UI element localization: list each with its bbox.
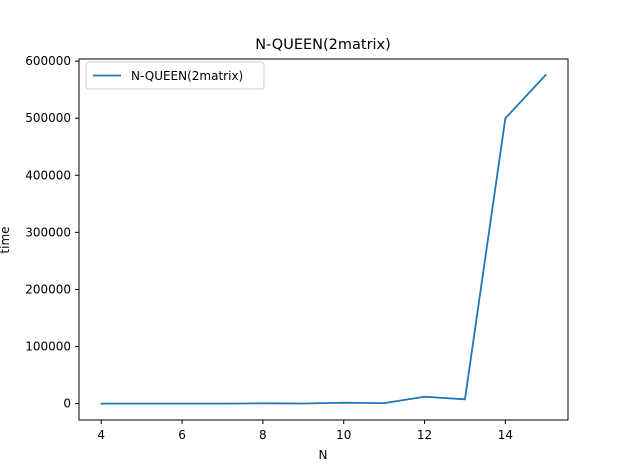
data-point bbox=[424, 396, 426, 398]
data-point bbox=[181, 403, 183, 405]
plot-area: 4 6 8 10 12 14 0 100000 200000 300000 400000 50000… bbox=[25, 54, 569, 442]
data-point bbox=[545, 74, 547, 76]
series-line bbox=[100, 73, 547, 405]
data-point bbox=[464, 398, 466, 400]
y-tick-label: 0 bbox=[63, 397, 71, 411]
data-point bbox=[262, 402, 264, 404]
data-point bbox=[383, 402, 385, 404]
y-tick-label: 400000 bbox=[25, 168, 71, 182]
x-axis-label: N bbox=[319, 448, 328, 462]
legend: N-QUEEN(2matrix) bbox=[85, 61, 265, 90]
y-tick-label: 200000 bbox=[25, 282, 71, 296]
legend-box bbox=[85, 61, 265, 90]
y-tick-label: 500000 bbox=[25, 111, 71, 125]
x-axis-ticks: 4 6 8 10 12 14 bbox=[97, 420, 513, 442]
y-axis-label: time bbox=[0, 226, 12, 253]
x-tick-label: 8 bbox=[259, 428, 267, 442]
y-axis-ticks: 0 100000 200000 300000 400000 500000 600000 bbox=[25, 54, 79, 411]
x-tick-label: 14 bbox=[498, 428, 513, 442]
x-tick-label: 6 bbox=[178, 428, 186, 442]
x-tick-label: 4 bbox=[97, 428, 105, 442]
x-tick-label: 10 bbox=[336, 428, 351, 442]
y-tick-label: 300000 bbox=[25, 225, 71, 239]
y-tick-label: 100000 bbox=[25, 340, 71, 354]
axes-frame bbox=[78, 58, 569, 421]
data-point bbox=[222, 403, 224, 405]
series-layer bbox=[100, 73, 547, 405]
y-tick-label: 600000 bbox=[25, 54, 71, 68]
data-point bbox=[302, 403, 304, 405]
legend-entry-label: N-QUEEN(2matrix) bbox=[131, 69, 243, 83]
data-point bbox=[141, 403, 143, 405]
chart-title: N-QUEEN(2matrix) bbox=[255, 37, 391, 53]
x-tick-label: 12 bbox=[417, 428, 432, 442]
data-point bbox=[100, 403, 102, 405]
data-point bbox=[504, 117, 506, 119]
data-point bbox=[343, 402, 345, 404]
